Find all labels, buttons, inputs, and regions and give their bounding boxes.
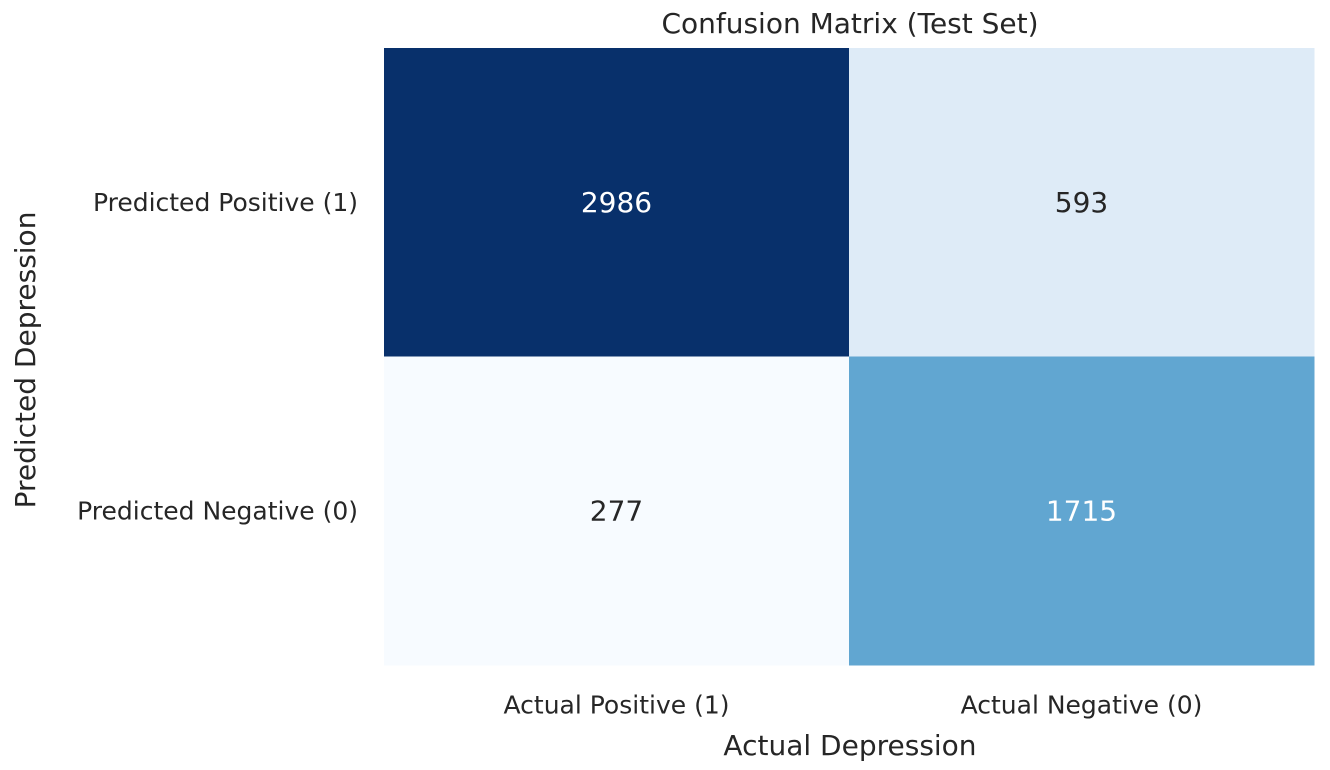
heatmap-cell-labels: 2986 593 277 1715 — [581, 186, 1117, 528]
x-axis-label: Actual Depression — [723, 729, 976, 762]
cell-value-label-r0-c1: 593 — [1055, 186, 1108, 219]
cell-value-label-r1-c1: 1715 — [1046, 494, 1117, 527]
y-axis-label: Predicted Depression — [9, 212, 42, 509]
heatmap-cell-r0-c0 — [384, 48, 850, 357]
cell-value-label-r0-c0: 2986 — [581, 186, 652, 219]
x-tick-label-0: Actual Positive (1) — [503, 691, 729, 720]
y-tick-label-1: Predicted Negative (0) — [77, 496, 358, 525]
y-tick-label-0: Predicted Positive (1) — [93, 188, 358, 217]
cell-value-label-r1-c0: 277 — [590, 494, 643, 527]
heatmap-cell-r0-c1 — [849, 48, 1315, 357]
heatmap-cells — [384, 48, 1315, 666]
x-axis-tick-labels: Actual Positive (1) Actual Negative (0) — [503, 691, 1202, 720]
heatmap-cell-r1-c0 — [384, 356, 850, 666]
chart-title: Confusion Matrix (Test Set) — [661, 7, 1038, 40]
y-axis-tick-labels: Predicted Positive (1) Predicted Negative… — [77, 188, 358, 526]
x-tick-label-1: Actual Negative (0) — [961, 691, 1203, 720]
heatmap-cell-r1-c1 — [849, 356, 1315, 666]
